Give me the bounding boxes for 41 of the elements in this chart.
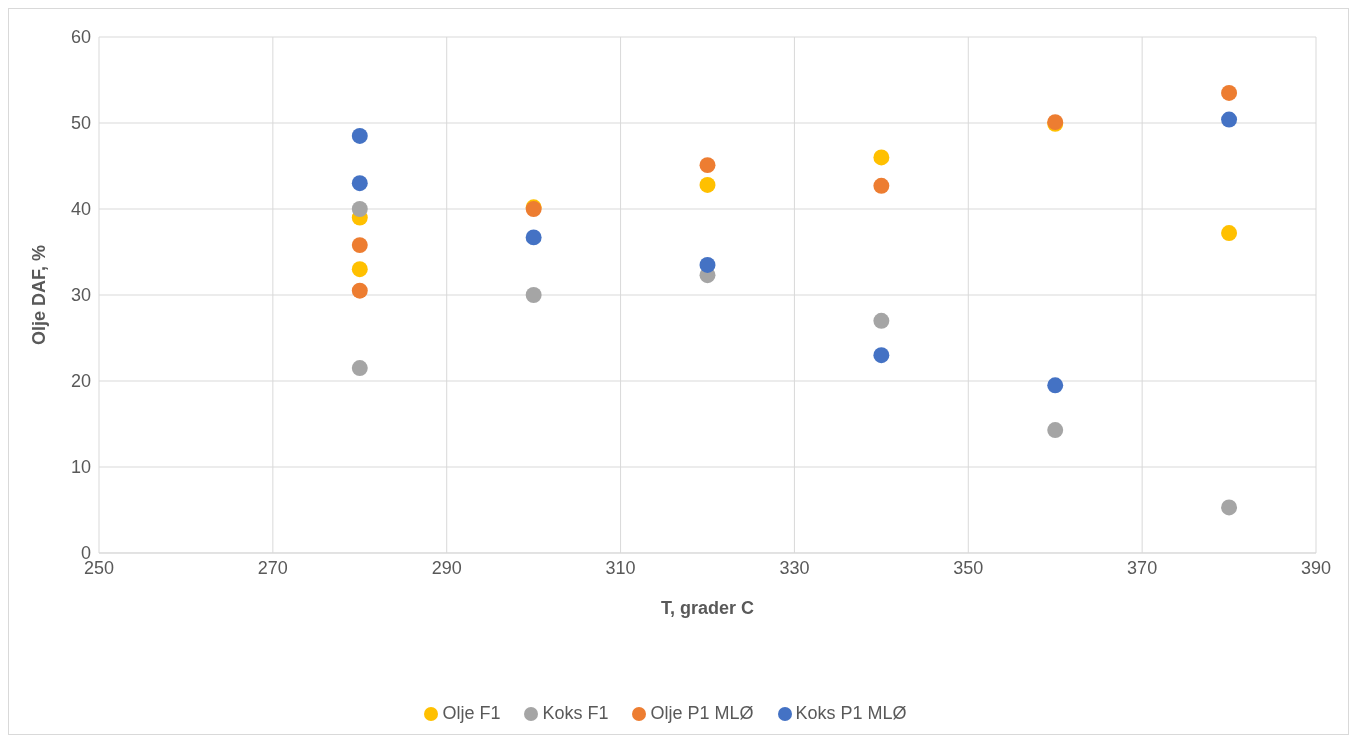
point	[1047, 422, 1064, 438]
legend-label: Olje P1 MLØ	[650, 703, 754, 723]
point	[1221, 84, 1238, 101]
y-tick-label: 10	[70, 457, 91, 478]
point	[873, 312, 890, 329]
point	[351, 127, 368, 144]
point	[699, 157, 716, 174]
point	[873, 149, 890, 166]
x-tick-label: 350	[953, 557, 984, 578]
point	[1221, 225, 1238, 242]
y-tick-label: 40	[70, 199, 91, 220]
point	[351, 282, 368, 299]
y-tick-label: 60	[70, 27, 91, 48]
y-tick-label: 30	[70, 285, 91, 306]
x-tick-label: 390	[1300, 557, 1332, 578]
x-tick-label: 290	[431, 557, 462, 578]
y-tick-label: 50	[70, 113, 91, 134]
point	[351, 360, 368, 377]
point	[525, 229, 542, 246]
x-tick-label: 270	[257, 557, 288, 578]
point	[351, 175, 368, 192]
point	[351, 237, 368, 254]
point	[1221, 111, 1238, 128]
point	[351, 201, 368, 217]
point	[525, 287, 542, 303]
y-axis-title: Olje DAF, %	[29, 244, 50, 346]
legend-label: Koks P1 MLØ	[795, 703, 907, 723]
x-tick-label: 370	[1127, 557, 1158, 578]
point	[351, 261, 368, 278]
point	[699, 176, 716, 193]
x-axis-title: T, grader C	[660, 597, 755, 618]
point	[1047, 377, 1064, 394]
legend-label: Koks F1	[542, 703, 609, 723]
y-tick-label: 20	[70, 371, 91, 392]
legend-label: Olje F1	[442, 703, 501, 723]
point	[873, 177, 890, 194]
x-tick-label: 330	[779, 557, 810, 578]
point	[699, 256, 716, 273]
x-tick-label: 310	[605, 557, 636, 578]
point	[1221, 499, 1238, 516]
point	[873, 347, 890, 364]
